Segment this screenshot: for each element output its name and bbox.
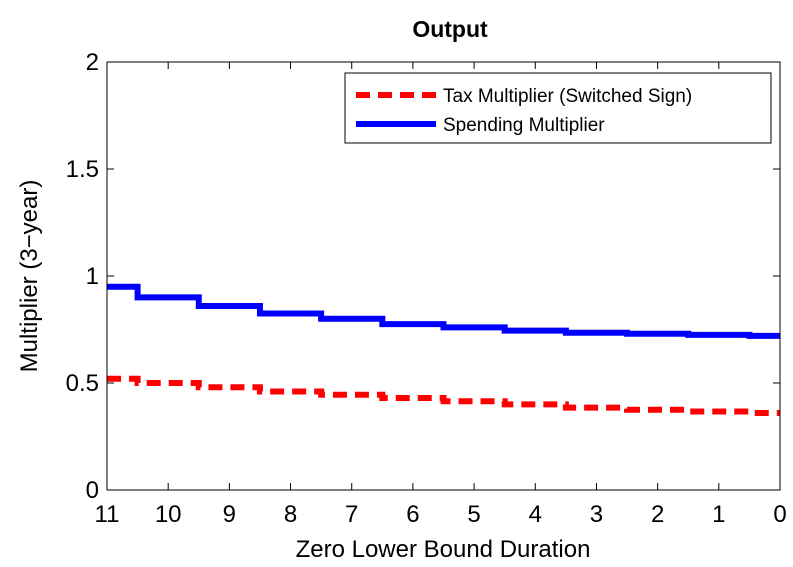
x-axis-label: Zero Lower Bound Duration [296, 536, 591, 563]
legend: Tax Multiplier (Switched Sign) Spending … [344, 72, 772, 144]
x-tick-label: 9 [223, 501, 236, 528]
legend-box [344, 72, 772, 144]
x-tick-label: 8 [284, 501, 297, 528]
y-tick-label: 2 [86, 49, 99, 76]
x-tick-label: 3 [590, 501, 603, 528]
x-tick-label: 1 [712, 501, 725, 528]
x-tick-label: 2 [651, 501, 664, 528]
y-tick-label: 1.5 [66, 156, 99, 183]
x-tick-label: 0 [773, 501, 786, 528]
axis-layer: 11 10 9 8 7 6 5 4 3 2 1 000.511.52 [66, 49, 787, 528]
legend-label-tax: Tax Multiplier (Switched Sign) [443, 86, 692, 107]
x-tick-label: 7 [345, 501, 358, 528]
series-tax-multiplier-line [107, 375, 780, 416]
x-tick-label: 6 [406, 501, 419, 528]
series-layer [107, 283, 780, 416]
y-tick-label: 0.5 [66, 370, 99, 397]
x-tick-label: 4 [529, 501, 542, 528]
legend-label-spending: Spending Multiplier [443, 115, 605, 136]
y-tick-label: 0 [86, 477, 99, 504]
x-tick-label: 11 [95, 501, 120, 528]
y-tick-label: 1 [86, 263, 99, 290]
x-tick-label: 10 [155, 501, 182, 528]
series-spending-multiplier-line [107, 283, 780, 339]
y-axis-label: Multiplier (3−year) [16, 180, 43, 373]
chart-title: Output [412, 16, 488, 42]
x-tick-label: 5 [467, 501, 480, 528]
